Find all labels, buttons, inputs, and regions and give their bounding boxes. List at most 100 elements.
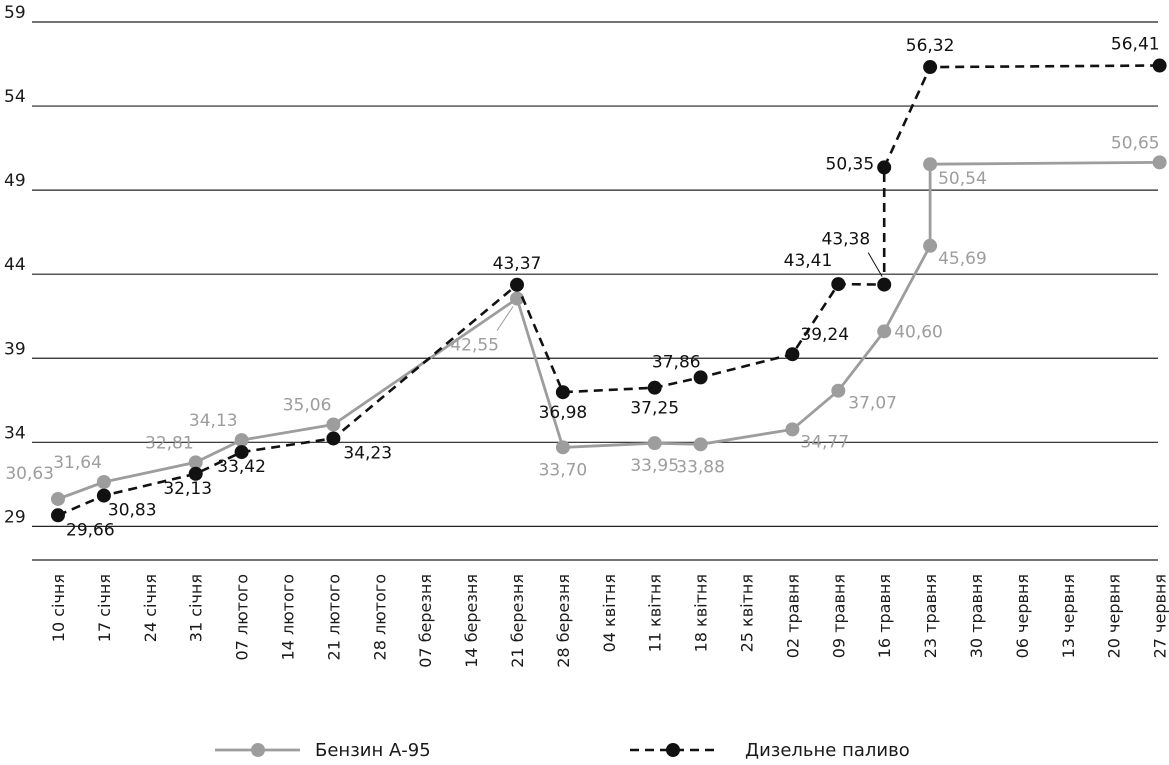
x-tick-label: 07 лютого bbox=[233, 574, 252, 660]
data-label: 50,54 bbox=[938, 169, 987, 189]
data-point bbox=[923, 157, 938, 172]
x-tick-label: 28 лютого bbox=[370, 574, 389, 660]
data-label: 33,42 bbox=[217, 457, 266, 477]
x-tick-label: 27 червня bbox=[1151, 574, 1169, 658]
data-point bbox=[693, 437, 708, 452]
x-tick-label: 10 січня bbox=[49, 574, 68, 642]
data-point bbox=[555, 440, 570, 455]
data-label: 33,70 bbox=[539, 460, 588, 480]
x-tick-label: 16 травня bbox=[875, 574, 894, 658]
data-point bbox=[785, 347, 800, 362]
data-point bbox=[923, 238, 938, 253]
y-tick-label: 54 bbox=[4, 87, 26, 107]
x-tick-label: 06 червня bbox=[1013, 574, 1032, 658]
grid-lines bbox=[32, 21, 1158, 561]
x-tick-label: 21 березня bbox=[508, 574, 527, 668]
data-label: 32,13 bbox=[163, 479, 212, 499]
data-point bbox=[831, 383, 846, 398]
y-tick-label: 59 bbox=[4, 3, 26, 23]
y-tick-label: 44 bbox=[4, 255, 26, 275]
data-label: 30,83 bbox=[108, 501, 157, 521]
data-point bbox=[188, 455, 203, 470]
data-point bbox=[693, 370, 708, 385]
data-point bbox=[51, 491, 65, 506]
x-tick-label: 30 травня bbox=[967, 574, 986, 658]
x-tick-label: 24 січня bbox=[141, 574, 160, 642]
data-point bbox=[510, 291, 524, 306]
data-point bbox=[877, 160, 892, 175]
data-label: 35,06 bbox=[283, 395, 332, 415]
x-axis-ticks: 10 січня 17 січня 24 січня 31 січня 07 лютог… bbox=[49, 574, 1169, 668]
data-label: 56,32 bbox=[906, 36, 955, 56]
data-label: 34,77 bbox=[800, 432, 849, 452]
x-tick-label: 07 березня bbox=[416, 574, 435, 668]
data-point bbox=[831, 277, 846, 292]
legend: Бензин А-95 Дизельне паливо bbox=[215, 740, 910, 761]
data-label: 37,86 bbox=[652, 352, 701, 372]
data-point bbox=[923, 60, 938, 75]
data-label: 33,95 bbox=[630, 456, 679, 476]
data-point bbox=[647, 380, 662, 395]
data-label: 37,25 bbox=[630, 399, 679, 419]
series-line-petrol bbox=[57, 161, 1160, 501]
y-axis-ticks: 29 34 39 44 49 54 59 bbox=[4, 3, 26, 527]
data-point bbox=[96, 474, 111, 489]
data-label: 43,38 bbox=[822, 230, 871, 250]
data-point bbox=[234, 433, 249, 448]
data-label: 39,24 bbox=[800, 325, 849, 345]
x-tick-label: 17 січня bbox=[95, 574, 114, 642]
y-tick-label: 39 bbox=[4, 339, 26, 359]
x-tick-label: 21 лютого bbox=[324, 574, 343, 660]
data-label: 34,23 bbox=[343, 443, 392, 463]
data-label: 50,35 bbox=[826, 154, 875, 174]
data-point bbox=[96, 488, 111, 503]
y-tick-label: 29 bbox=[4, 507, 26, 527]
x-tick-label: 14 лютого bbox=[279, 574, 298, 660]
data-point bbox=[326, 431, 341, 446]
y-tick-label: 34 bbox=[4, 423, 26, 443]
data-label: 33,88 bbox=[676, 457, 725, 477]
legend-swatch-marker bbox=[251, 743, 265, 757]
data-label: 56,41 bbox=[1111, 35, 1160, 55]
data-point bbox=[234, 445, 249, 460]
data-point bbox=[877, 277, 892, 292]
data-point bbox=[510, 277, 524, 292]
data-label: 37,07 bbox=[848, 394, 897, 414]
label-leader-line bbox=[867, 252, 883, 277]
data-point bbox=[326, 417, 341, 432]
data-label: 43,41 bbox=[784, 251, 833, 271]
data-label: 50,65 bbox=[1111, 133, 1160, 153]
data-label: 45,69 bbox=[938, 249, 987, 269]
x-tick-label: 09 травня bbox=[829, 574, 848, 658]
x-tick-label: 20 червня bbox=[1105, 574, 1124, 658]
data-point bbox=[555, 385, 570, 400]
data-label: 34,13 bbox=[189, 411, 238, 431]
data-point bbox=[1152, 155, 1167, 170]
data-label: 42,55 bbox=[450, 336, 499, 356]
y-tick-label: 49 bbox=[4, 171, 26, 191]
x-tick-label: 31 січня bbox=[187, 574, 206, 642]
data-point bbox=[877, 324, 892, 339]
x-tick-label: 13 червня bbox=[1059, 574, 1078, 658]
x-tick-label: 11 квітня bbox=[646, 574, 665, 652]
x-tick-label: 02 травня bbox=[783, 574, 802, 658]
data-label: 43,37 bbox=[493, 254, 542, 274]
legend-swatch-marker bbox=[666, 743, 680, 757]
data-label: 30,63 bbox=[5, 464, 54, 484]
data-point bbox=[785, 422, 800, 437]
data-point bbox=[1152, 58, 1167, 73]
data-label: 40,60 bbox=[894, 322, 943, 342]
x-tick-label: 28 березня bbox=[554, 574, 573, 668]
data-point bbox=[188, 466, 203, 481]
label-leader-line bbox=[496, 306, 514, 331]
data-label: 31,64 bbox=[53, 453, 102, 473]
x-tick-label: 18 квітня bbox=[692, 574, 711, 652]
data-label: 32,81 bbox=[145, 433, 194, 453]
data-label: 36,98 bbox=[539, 403, 588, 423]
legend-label: Бензин А-95 bbox=[315, 740, 431, 761]
data-point bbox=[647, 436, 662, 451]
data-point bbox=[51, 508, 65, 523]
x-tick-label: 14 березня bbox=[462, 574, 481, 668]
